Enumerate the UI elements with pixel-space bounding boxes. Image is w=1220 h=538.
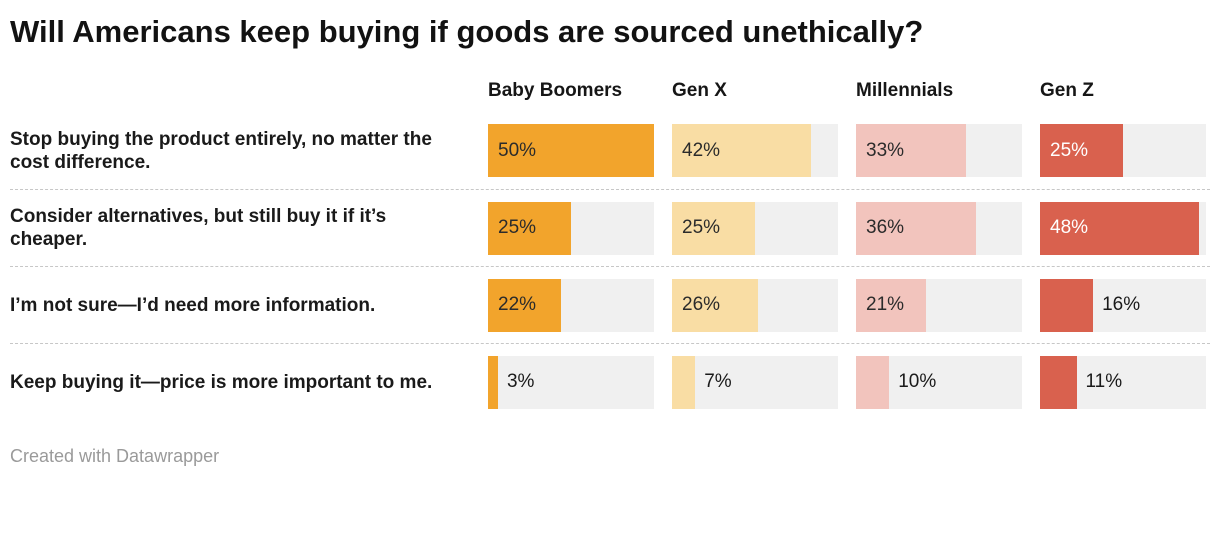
bar-cell: 7% (672, 355, 838, 409)
bar-cell: 33% (856, 124, 1022, 178)
chart-row: I’m not sure—I’d need more information. 2… (10, 266, 1210, 343)
bar-cell: 42% (672, 124, 838, 178)
bar-track: 48% (1040, 201, 1206, 255)
row-label: I’m not sure—I’d need more information. (10, 294, 376, 316)
column-header-gen-z: Gen Z (1040, 80, 1094, 102)
bar-track: 21% (856, 278, 1022, 332)
value-label: 50% (498, 139, 537, 161)
value-label: 21% (866, 294, 905, 316)
bar: 21% (856, 278, 926, 332)
bar-cell: 25% (672, 201, 838, 255)
bar: 48% (1040, 201, 1200, 255)
bar-cell: 25% (488, 201, 654, 255)
column-headers: Baby Boomers Gen X Millennials Gen Z (10, 80, 1210, 112)
bar (488, 355, 498, 409)
bar-track: 11% (1040, 355, 1206, 409)
row-label: Stop buying the product entirely, no mat… (10, 128, 432, 173)
chart-row: Stop buying the product entirely, no mat… (10, 112, 1210, 189)
bar: 36% (856, 201, 976, 255)
bar-track: 25% (672, 201, 838, 255)
value-label: 25% (1050, 139, 1089, 161)
value-label: 22% (498, 294, 537, 316)
value-label: 3% (506, 371, 535, 393)
bar-cell: 50% (488, 124, 654, 178)
bar: 25% (1040, 124, 1123, 178)
bar: 42% (672, 124, 812, 178)
bar (672, 355, 696, 409)
value-label: 42% (682, 139, 721, 161)
bar-cell: 10% (856, 355, 1022, 409)
value-label: 33% (866, 139, 905, 161)
value-label: 25% (682, 217, 721, 239)
bar-cell: 16% (1040, 278, 1206, 332)
chart-row: Keep buying it—price is more important t… (10, 343, 1210, 420)
bar-cell: 48% (1040, 201, 1206, 255)
bar-cell: 36% (856, 201, 1022, 255)
row-label: Consider alternatives, but still buy it … (10, 206, 387, 251)
bar-cell: 26% (672, 278, 838, 332)
bar-track: 36% (856, 201, 1022, 255)
attribution-text: Created with Datawrapper (10, 446, 220, 467)
value-label: 26% (682, 294, 721, 316)
value-label: 48% (1050, 217, 1089, 239)
bar-track: 42% (672, 124, 838, 178)
bar: 33% (856, 124, 966, 178)
bar (1040, 355, 1077, 409)
value-label: 36% (866, 217, 905, 239)
bar: 25% (488, 201, 571, 255)
bar-track: 22% (488, 278, 654, 332)
bar-cell: 11% (1040, 355, 1206, 409)
bar-track: 16% (1040, 278, 1206, 332)
value-label: 16% (1102, 294, 1141, 316)
chart-rows: Stop buying the product entirely, no mat… (10, 112, 1210, 420)
bar-track: 3% (488, 355, 654, 409)
bar-cell: 3% (488, 355, 654, 409)
bar-track: 50% (488, 124, 654, 178)
chart-title: Will Americans keep buying if goods are … (10, 14, 924, 49)
bar-track: 10% (856, 355, 1022, 409)
bar-cell: 25% (1040, 124, 1206, 178)
value-label: 11% (1085, 371, 1123, 393)
row-label: Keep buying it—price is more important t… (10, 371, 433, 393)
bar-track: 26% (672, 278, 838, 332)
bar: 25% (672, 201, 755, 255)
bar: 26% (672, 278, 759, 332)
bar: 50% (488, 124, 654, 178)
value-label: 7% (704, 371, 732, 393)
bar: 22% (488, 278, 562, 332)
bar-track: 33% (856, 124, 1022, 178)
column-header-gen-x: Gen X (672, 80, 727, 102)
bar-track: 25% (1040, 124, 1206, 178)
column-header-millennials: Millennials (856, 80, 954, 102)
bar-cell: 22% (488, 278, 654, 332)
column-header-baby-boomers: Baby Boomers (488, 80, 623, 102)
bar-track: 7% (672, 355, 838, 409)
bar (1040, 278, 1094, 332)
value-label: 10% (898, 371, 937, 393)
bar (856, 355, 890, 409)
bar-track: 25% (488, 201, 654, 255)
value-label: 25% (498, 217, 537, 239)
bar-cell: 21% (856, 278, 1022, 332)
chart-row: Consider alternatives, but still buy it … (10, 189, 1210, 266)
